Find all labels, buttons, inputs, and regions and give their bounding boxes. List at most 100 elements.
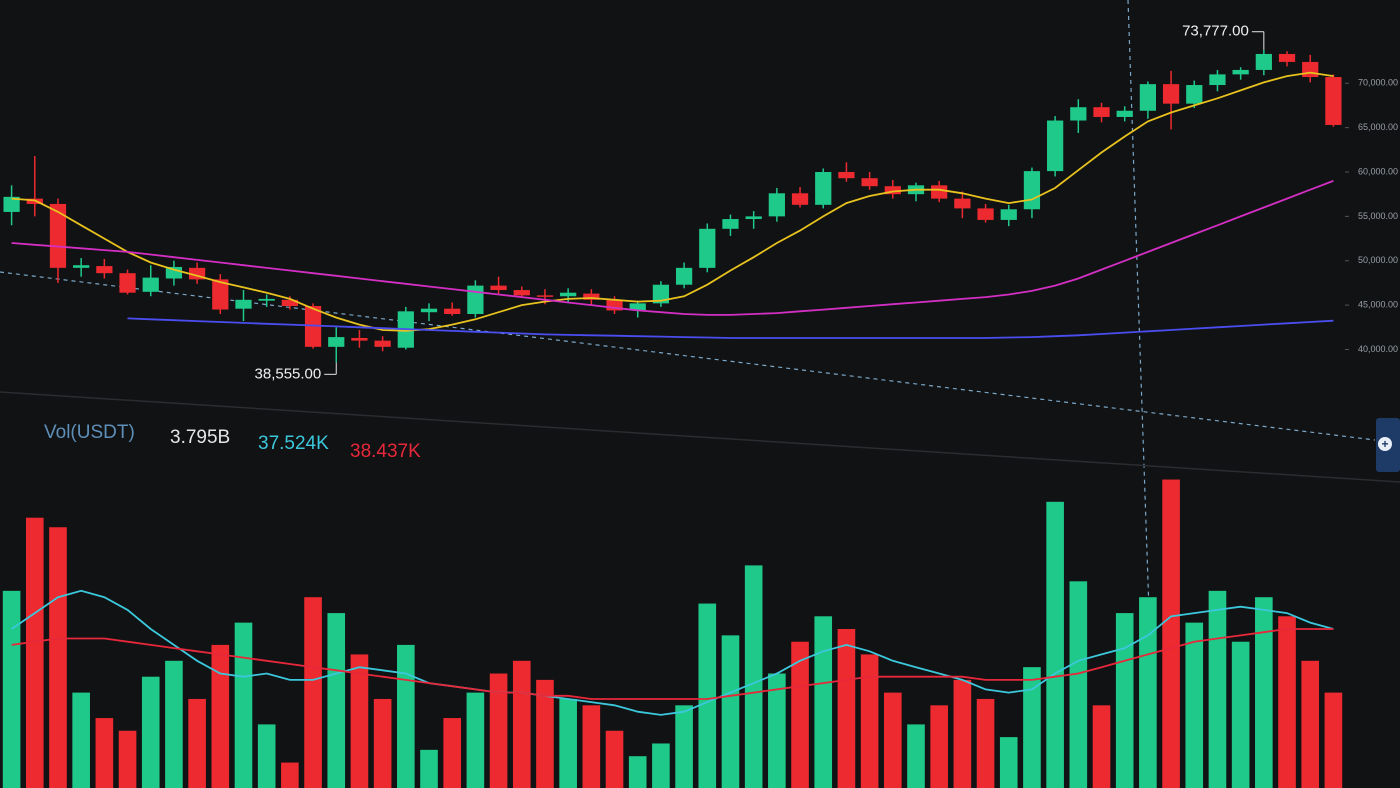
volume-bar (1162, 479, 1180, 788)
volume-bar (1139, 597, 1157, 788)
volume-bar (953, 679, 972, 788)
candle-body (722, 219, 739, 229)
ma-line (11, 71, 1334, 332)
volume-bar (443, 718, 462, 788)
candle-body (1000, 209, 1017, 220)
candle-body (954, 198, 971, 209)
volume-bar (768, 673, 786, 788)
volume-bar (466, 692, 485, 788)
volume-bar (860, 654, 879, 788)
volume-bar (1046, 501, 1064, 788)
volume-bar (72, 692, 90, 788)
candle-body (374, 340, 391, 347)
volume-bar (489, 673, 508, 788)
ma-line (11, 180, 1334, 316)
candle-body (699, 228, 716, 268)
trend-line (0, 271, 1376, 441)
candle-body (258, 298, 275, 301)
volume-bar (837, 629, 856, 788)
candle-body (351, 337, 368, 341)
volume-bar (721, 635, 740, 788)
candle-body (1139, 84, 1157, 111)
candle-body (1255, 53, 1272, 70)
candle-body (884, 186, 901, 195)
volume-bar (257, 724, 276, 788)
candle-body (420, 308, 438, 313)
candle-body (165, 266, 183, 279)
volume-bar (211, 644, 230, 788)
y-tick-label: 40,000.00 (1358, 344, 1398, 354)
volume-bar (976, 698, 995, 788)
y-tick-label: 50,000.00 (1358, 255, 1398, 265)
candle-body (1162, 84, 1180, 104)
volume-bar (1115, 613, 1134, 788)
candle-body (444, 308, 461, 314)
volume-bar (930, 705, 948, 788)
candle-body (1278, 53, 1296, 62)
volume-bar (118, 730, 137, 788)
candle-body (188, 267, 206, 280)
candle-body (861, 178, 878, 187)
candle-body (745, 216, 762, 220)
candle-body (675, 267, 693, 285)
volume-bar (327, 613, 346, 788)
y-tick-label: 65,000.00 (1358, 122, 1398, 132)
candle-body (791, 193, 809, 205)
candle-body (281, 299, 298, 307)
ma-line (127, 317, 1334, 339)
candle-body (1047, 120, 1064, 172)
volume-bar (675, 705, 693, 788)
volume-bar (582, 705, 601, 788)
volume-bar (1255, 597, 1273, 788)
zoom-icon-plus: + (1381, 437, 1388, 451)
volume-bar (1231, 641, 1250, 788)
volume-bar (999, 737, 1018, 788)
zoom-icon[interactable] (1378, 437, 1392, 451)
volume-bar (165, 660, 183, 788)
volume-bar (1278, 616, 1296, 788)
volume-bar (141, 676, 160, 788)
volume-bar (2, 590, 21, 788)
volume-bar (605, 730, 624, 788)
volume-ma-short: 37.524K (258, 433, 329, 454)
candle-body (1232, 69, 1249, 75)
y-tick-label: 60,000.00 (1358, 166, 1398, 176)
volume-bar (1208, 590, 1227, 788)
candle-body (49, 203, 67, 268)
volume-bar (698, 603, 717, 788)
candle-body (1116, 110, 1133, 117)
volume-bar (373, 698, 392, 788)
volume-bar (814, 616, 833, 788)
candle-body (652, 284, 670, 304)
candle-body (1093, 107, 1110, 117)
volume-bar (883, 692, 902, 788)
y-tick-label: 55,000.00 (1358, 211, 1398, 221)
candle-body (513, 290, 530, 296)
volume-title: Vol(USDT) (44, 422, 135, 443)
volume-bar (304, 597, 322, 788)
candle-body (536, 295, 554, 297)
candle-body (1070, 107, 1087, 121)
candle-body (235, 299, 252, 309)
candle-body (1209, 74, 1226, 86)
volume-bar (791, 641, 809, 788)
y-tick-label: 45,000.00 (1358, 300, 1398, 310)
candle-body (212, 279, 229, 310)
volume-bar (420, 749, 438, 788)
volume-bar (1069, 581, 1088, 788)
candle-body (467, 285, 484, 314)
candle-body (606, 299, 623, 311)
volume-bar (744, 565, 763, 788)
volume-bar (652, 743, 670, 788)
candle-body (583, 293, 600, 300)
volume-bar (628, 756, 647, 788)
volume-total: 3.795B (170, 427, 230, 448)
candle-body (96, 266, 113, 274)
candle-body (838, 172, 855, 179)
volume-bar (1185, 622, 1204, 788)
candle-body (328, 337, 345, 347)
candle-body (629, 303, 646, 311)
volume-bar (559, 698, 577, 788)
